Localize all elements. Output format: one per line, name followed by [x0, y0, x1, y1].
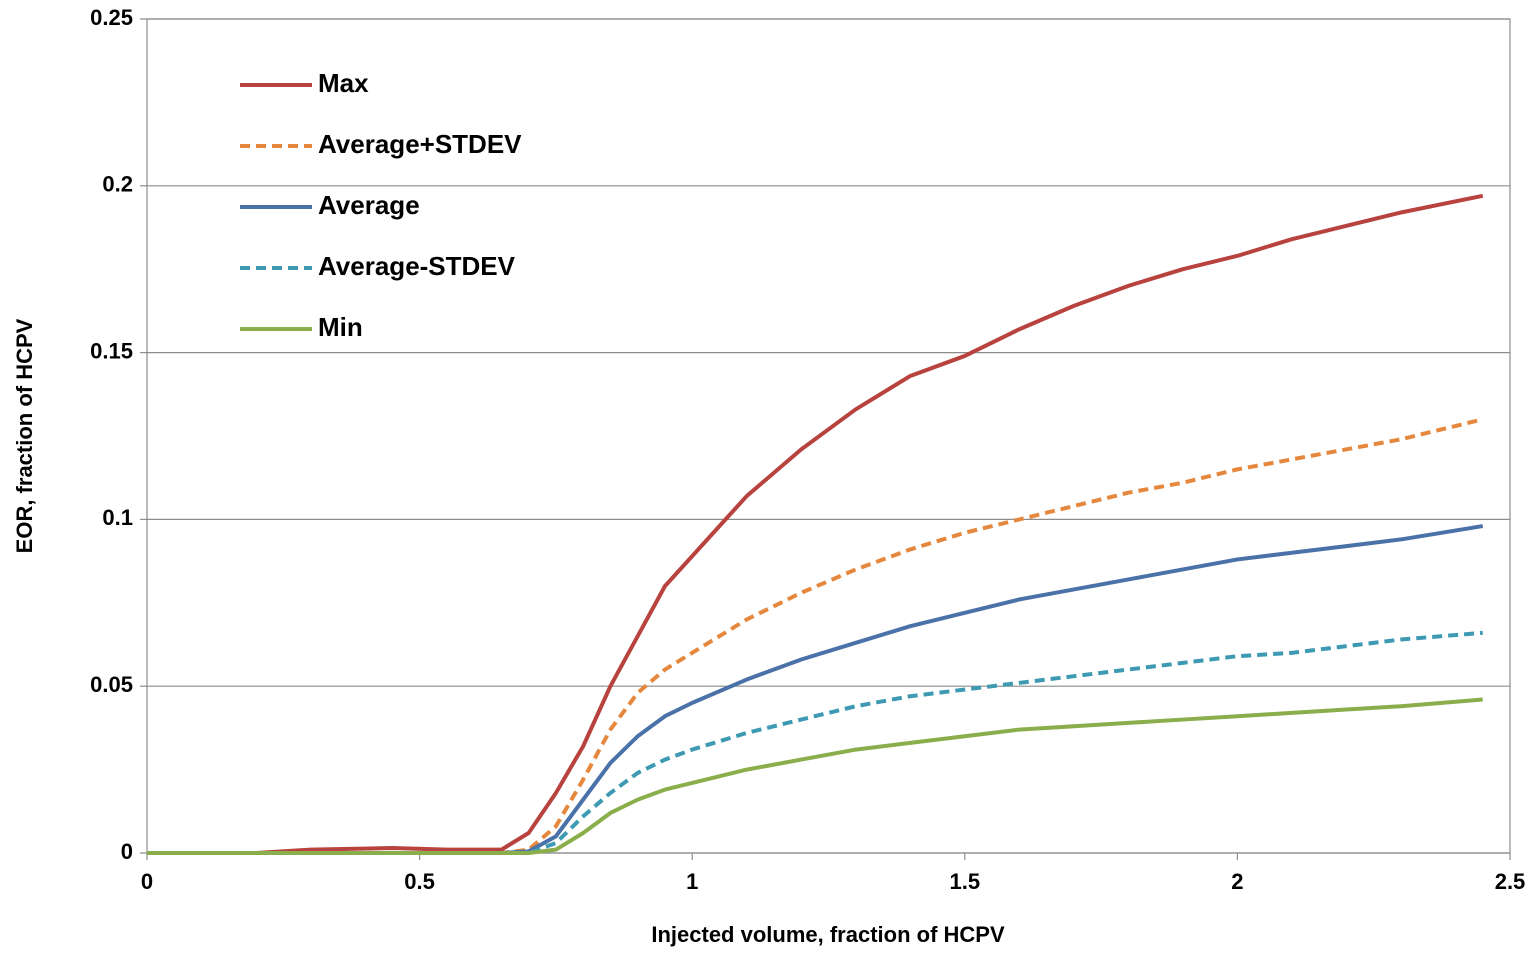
plot-frame — [146, 18, 1511, 854]
y-tick-label: 0.1 — [102, 505, 133, 530]
x-tick-label: 2 — [1231, 869, 1243, 894]
legend-label: Max — [318, 68, 369, 98]
x-tick-label: 2.5 — [1495, 869, 1526, 894]
legend-label: Average+STDEV — [318, 129, 522, 159]
y-tick-label: 0.05 — [90, 672, 133, 697]
x-tick-label: 1 — [686, 869, 698, 894]
y-tick-label: 0.15 — [90, 338, 133, 363]
line-series — [147, 630, 1483, 855]
x-axis-label: Injected volume, fraction of HCPV — [651, 922, 1005, 947]
y-tick-label: 0.2 — [102, 172, 133, 197]
line-series — [147, 697, 1483, 855]
y-tick-label: 0 — [121, 839, 133, 864]
y-tick-label: 0.25 — [90, 5, 133, 30]
x-tick-label: 0 — [141, 869, 153, 894]
x-tick-label: 0.5 — [404, 869, 435, 894]
y-axis-label: EOR, fraction of HCPV — [12, 318, 37, 553]
line-series — [147, 524, 1484, 855]
line-series — [147, 417, 1484, 855]
legend-label: Average-STDEV — [318, 251, 516, 281]
legend-label: Min — [318, 312, 363, 342]
x-tick-label: 1.5 — [950, 869, 981, 894]
legend-label: Average — [318, 190, 420, 220]
line-series — [147, 193, 1484, 855]
